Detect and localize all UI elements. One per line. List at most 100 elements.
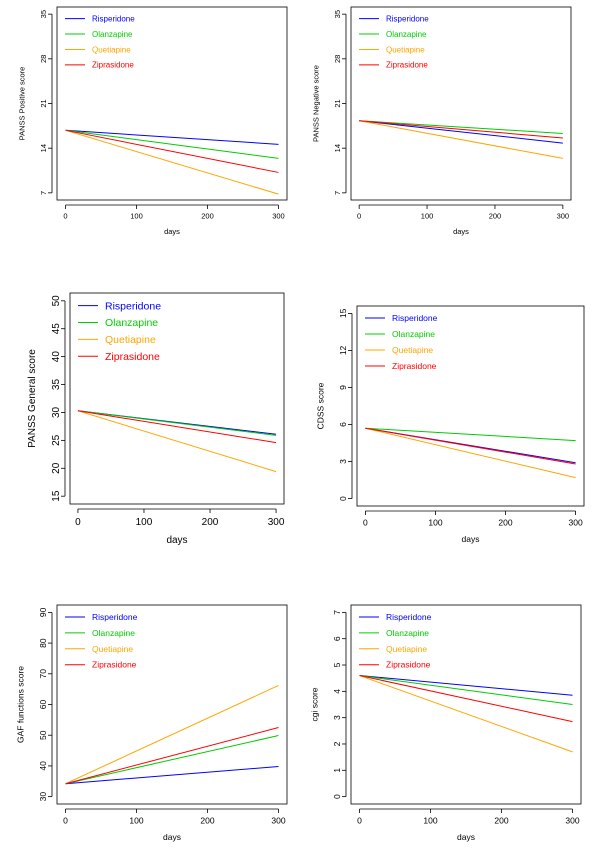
y-tick-label: 28 xyxy=(39,55,48,63)
x-tick-label: 200 xyxy=(201,212,214,221)
series-line-quetiapine xyxy=(77,410,277,473)
series-line-olanzapine xyxy=(359,120,563,134)
series-line-olanzapine xyxy=(65,129,279,159)
y-tick-label: 25 xyxy=(51,434,62,446)
x-tick-label: 100 xyxy=(130,212,143,221)
y-tick-label: 2 xyxy=(332,741,342,746)
chart-panel-1: 0 100 200 300 7 14 21 28 35 days PANSS Positive sc… xyxy=(18,6,288,236)
series-line-quetiapine xyxy=(359,675,573,753)
legend-label-quetiapine: Quetiapine xyxy=(105,334,156,346)
chart-panel-4: 0 100 200 300 0 3 6 9 12 15 days CDSS score Risperid… xyxy=(316,305,585,544)
y-tick-label: 80 xyxy=(38,638,48,648)
legend-label-quetiapine: Quetiapine xyxy=(392,345,433,355)
x-tick-label: 300 xyxy=(568,518,582,528)
y-axis-label: CDSS score xyxy=(316,382,326,429)
y-tick-label: 0 xyxy=(338,496,348,501)
x-tick-label: 300 xyxy=(271,816,285,826)
x-tick-label: 0 xyxy=(363,518,368,528)
x-axis-label: days xyxy=(163,832,181,842)
y-tick-label: 15 xyxy=(51,490,62,502)
y-tick-label: 9 xyxy=(338,385,348,390)
x-tick-label: 0 xyxy=(357,816,362,826)
y-tick-label: 50 xyxy=(38,730,48,740)
y-tick-label: 21 xyxy=(333,99,342,107)
plot-frame xyxy=(69,292,285,505)
y-axis-label: cgi score xyxy=(310,687,320,721)
y-tick-label: 50 xyxy=(51,295,62,307)
legend-label-ziprasidone: Ziprasidone xyxy=(105,351,160,363)
series-line-olanzapine xyxy=(77,410,277,436)
y-tick-label: 35 xyxy=(51,379,62,391)
legend-label-ziprasidone: Ziprasidone xyxy=(392,361,437,371)
y-tick-label: 6 xyxy=(332,636,342,641)
y-tick-label: 3 xyxy=(332,715,342,720)
y-tick-label: 70 xyxy=(38,669,48,679)
legend-label-ziprasidone: Ziprasidone xyxy=(92,61,134,70)
series-line-quetiapine xyxy=(65,685,279,785)
series-line-ziprasidone xyxy=(359,120,563,139)
x-axis-label: days xyxy=(166,535,187,546)
legend-label-risperidone: Risperidone xyxy=(92,612,138,622)
series-line-ziprasidone xyxy=(65,727,279,785)
y-axis-label: GAF functions score xyxy=(16,666,26,743)
legend-label-quetiapine: Quetiapine xyxy=(92,644,133,654)
y-tick-label: 7 xyxy=(39,191,48,195)
x-axis-label: days xyxy=(453,227,469,236)
x-tick-label: 100 xyxy=(428,518,442,528)
legend-label-quetiapine: Quetiapine xyxy=(386,644,427,654)
legend-label-olanzapine: Olanzapine xyxy=(392,329,435,339)
x-tick-label: 0 xyxy=(357,212,361,221)
y-axis-label: PANSS General score xyxy=(27,349,38,448)
series-line-quetiapine xyxy=(359,120,563,159)
legend-label-olanzapine: Olanzapine xyxy=(386,30,427,39)
y-tick-label: 6 xyxy=(338,422,348,427)
chart-panel-2: 0 100 200 300 7 14 21 28 35 days PANSS Negative sc… xyxy=(312,6,572,236)
plot-frame xyxy=(356,305,585,507)
x-axis-label: days xyxy=(164,227,180,236)
y-tick-label: 20 xyxy=(51,462,62,474)
y-tick-label: 90 xyxy=(38,607,48,617)
chart-panel-5: 0 100 200 300 30 40 50 60 70 80 90 days GAF function… xyxy=(16,604,288,842)
plot-frame xyxy=(350,604,582,805)
y-tick-label: 40 xyxy=(38,761,48,771)
x-tick-label: 200 xyxy=(200,816,214,826)
legend-label-olanzapine: Olanzapine xyxy=(92,628,135,638)
x-tick-label: 0 xyxy=(63,212,67,221)
plot-frame xyxy=(56,604,288,805)
series-line-risperidone xyxy=(65,766,279,785)
y-tick-label: 28 xyxy=(333,55,342,63)
chart-panel-3: 0 100 200 300 15 20 25 30 35 40 45 50 days PANSS Gene… xyxy=(27,292,285,546)
plot-frame xyxy=(56,6,288,201)
x-axis-label: days xyxy=(457,832,475,842)
x-axis-label: days xyxy=(462,534,480,544)
x-tick-label: 200 xyxy=(489,212,502,221)
x-tick-label: 300 xyxy=(557,212,570,221)
x-tick-label: 200 xyxy=(202,517,219,528)
series-line-risperidone xyxy=(65,129,279,145)
chart-panel-6: 0 100 200 300 0 1 2 3 4 5 6 7 days cgi score Risperido… xyxy=(310,604,582,842)
series-line-olanzapine xyxy=(365,427,576,442)
x-tick-label: 200 xyxy=(494,816,508,826)
series-line-risperidone xyxy=(359,675,573,696)
x-tick-label: 200 xyxy=(498,518,512,528)
y-tick-label: 4 xyxy=(332,689,342,694)
y-tick-label: 40 xyxy=(51,351,62,363)
y-tick-label: 14 xyxy=(333,144,342,152)
legend-label-risperidone: Risperidone xyxy=(386,14,429,23)
y-axis-label: PANSS Negative score xyxy=(312,65,321,142)
y-tick-label: 35 xyxy=(39,10,48,18)
series-line-olanzapine xyxy=(359,675,573,705)
x-tick-label: 300 xyxy=(565,816,579,826)
x-tick-label: 300 xyxy=(272,212,285,221)
y-tick-label: 7 xyxy=(332,610,342,615)
legend-label-risperidone: Risperidone xyxy=(386,612,432,622)
y-tick-label: 0 xyxy=(332,794,342,799)
series-line-ziprasidone xyxy=(77,410,277,444)
series-line-olanzapine xyxy=(65,735,279,785)
series-line-ziprasidone xyxy=(365,427,576,465)
series-line-risperidone xyxy=(359,120,563,144)
y-tick-label: 1 xyxy=(332,768,342,773)
x-tick-label: 100 xyxy=(136,517,153,528)
y-tick-label: 3 xyxy=(338,459,348,464)
